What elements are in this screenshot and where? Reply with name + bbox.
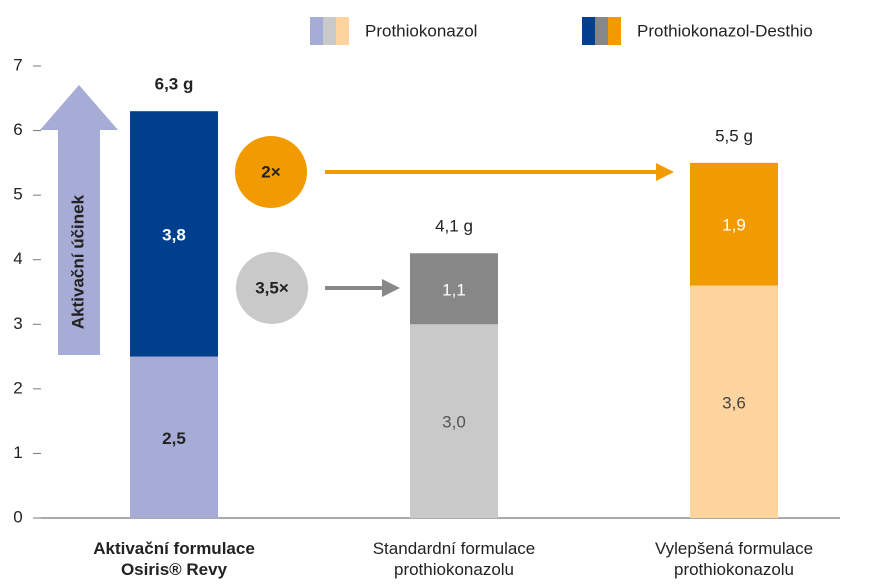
factor-label: 3,5× (255, 278, 289, 297)
legend-swatch (310, 17, 323, 45)
y-tick-label: 6 (13, 120, 22, 139)
y-tick-label: 4 (13, 249, 22, 268)
value-label: 3,6 (722, 393, 746, 412)
value-label: 1,1 (442, 280, 466, 299)
y-tick-label: 1 (13, 443, 22, 462)
x-tick-label: Aktivační formulace Osiris® Revy (93, 539, 255, 579)
legend-label: Prothiokonazol (365, 21, 477, 40)
bar-segment (690, 162, 778, 286)
total-label: 6,3 g (155, 75, 194, 94)
factor-circle (236, 252, 308, 324)
y-tick-label: 3 (13, 314, 22, 333)
legend-swatch (608, 17, 621, 45)
value-label: 3,8 (162, 225, 186, 244)
effect-label: Aktivační účinek (68, 194, 87, 329)
legend-swatch (323, 17, 336, 45)
total-label: 4,1 g (435, 217, 473, 236)
total-label: 5,5 g (715, 126, 753, 145)
legend-swatch (595, 17, 608, 45)
bar-segment (410, 253, 498, 325)
legend-label: Prothiokonazol-Desthio (637, 21, 813, 40)
x-tick-label: Vylepšená formulace prothiokonazolu (654, 539, 814, 579)
factor-label: 2× (261, 162, 280, 181)
value-label: 2,5 (162, 429, 186, 448)
bar-segment (690, 285, 778, 518)
y-tick-label: 2 (13, 378, 22, 397)
bar-segment (130, 356, 218, 518)
bar-segment (130, 111, 218, 357)
factor-arrowhead (382, 279, 400, 297)
y-tick-label: 5 (13, 185, 22, 204)
bar-segment (410, 324, 498, 518)
effect-arrow (40, 85, 118, 355)
factor-circle (235, 136, 307, 208)
x-tick-label: Standardní formulace prothiokonazolu (372, 539, 536, 579)
y-tick-label: 7 (13, 55, 22, 74)
factor-arrowhead (656, 163, 674, 181)
y-tick-label: 0 (13, 507, 22, 526)
legend-swatch (336, 17, 349, 45)
value-label: 1,9 (722, 216, 746, 235)
value-label: 3,0 (442, 413, 466, 432)
legend-swatch (582, 17, 595, 45)
